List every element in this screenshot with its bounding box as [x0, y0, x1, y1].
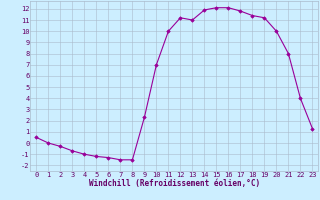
X-axis label: Windchill (Refroidissement éolien,°C): Windchill (Refroidissement éolien,°C): [89, 179, 260, 188]
